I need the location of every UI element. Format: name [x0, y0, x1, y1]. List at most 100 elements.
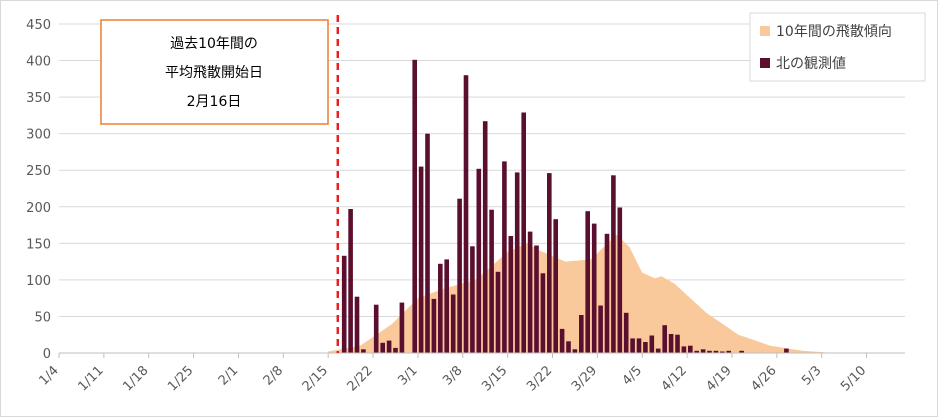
bar-2-18: [348, 209, 353, 353]
bar-3-23: [559, 328, 565, 353]
bar-3-20: [540, 273, 546, 353]
legend-swatch-trend: [760, 26, 770, 36]
legend: 10年間の飛散傾向 北の観測値: [749, 12, 926, 82]
bar-3-16: [514, 172, 520, 353]
legend-swatch-observed: [760, 58, 770, 68]
bar-2-26: [399, 302, 405, 353]
bar-2-17: [341, 255, 347, 353]
bar-4-7: [655, 348, 661, 353]
bar-3-14: [502, 161, 507, 353]
bar-3-27: [585, 211, 591, 353]
bar-3-25: [572, 349, 578, 353]
bar-4-9: [668, 334, 674, 353]
legend-border: [749, 12, 926, 82]
observed-bars-layer: [341, 59, 789, 354]
y-tick-label-450: 450: [26, 18, 51, 33]
bar-4-11: [681, 346, 687, 353]
x-tick-label-2-15: 2/15: [300, 363, 331, 394]
annotation-border: [100, 19, 329, 125]
x-tick-label-1-18: 1/18: [120, 363, 151, 394]
x-tick-label-3-29: 3/29: [569, 363, 600, 394]
legend-label-trend: 10年間の飛散傾向: [776, 24, 892, 40]
x-tick-label-1-4: 1/4: [36, 363, 61, 388]
x-tick-label-3-15: 3/15: [479, 363, 510, 394]
bar-4-4: [636, 338, 642, 353]
bar-4-12: [688, 345, 693, 353]
bar-3-26: [579, 315, 584, 353]
x-tick-label-2-22: 2/22: [345, 363, 376, 394]
bar-4-14: [700, 349, 706, 353]
bar-3-17: [521, 112, 527, 353]
bar-3-30: [604, 233, 610, 353]
bar-3-11: [482, 121, 488, 353]
bar-3-28: [591, 223, 597, 353]
bar-4-3: [630, 338, 635, 353]
bar-3-22: [553, 219, 559, 353]
bar-4-8: [662, 325, 668, 353]
bar-4-27: [784, 348, 789, 353]
annotation-line-2: 平均飛散開始日: [165, 65, 263, 81]
y-tick-label-50: 50: [34, 310, 51, 325]
bar-4-5: [643, 342, 648, 353]
x-tick-label-3-8: 3/8: [440, 363, 465, 388]
bar-3-10: [476, 168, 482, 353]
bar-2-28: [412, 59, 418, 354]
bar-3-31: [611, 175, 616, 353]
bar-4-15: [707, 350, 712, 353]
annotation-box: 過去10年間の 平均飛散開始日 2月16日: [100, 19, 329, 125]
y-tick-label-0: 0: [43, 347, 51, 362]
bar-3-8: [463, 75, 469, 353]
bar-4-17: [720, 351, 725, 353]
y-tick-label-300: 300: [26, 128, 51, 143]
bar-2-23: [380, 342, 386, 353]
bar-3-15: [508, 236, 514, 353]
bar-4-6: [649, 335, 655, 353]
x-tick-label-4-26: 4/26: [748, 363, 779, 394]
bar-3-5: [444, 259, 450, 353]
annotation-line-3: 2月16日: [187, 94, 242, 110]
bar-2-25: [393, 347, 398, 353]
bar-2-20: [361, 349, 366, 353]
x-tick-label-4-5: 4/5: [620, 363, 645, 388]
x-tick-label-3-1: 3/1: [395, 363, 420, 388]
legend-label-observed: 北の観測値: [776, 55, 846, 72]
y-tick-label-250: 250: [26, 164, 51, 179]
y-tick-label-350: 350: [26, 91, 51, 106]
bar-3-2: [425, 133, 430, 353]
x-tick-label-4-19: 4/19: [704, 363, 735, 394]
bar-4-1: [617, 207, 623, 353]
bar-3-3: [431, 298, 437, 353]
bar-3-6: [450, 294, 456, 353]
y-tick-label-200: 200: [26, 201, 51, 216]
bar-4-16: [713, 350, 719, 353]
bar-4-20: [739, 350, 744, 353]
x-tick-label-1-25: 1/25: [165, 363, 196, 394]
x-tick-label-2-1: 2/1: [216, 363, 241, 388]
bar-3-7: [457, 198, 462, 353]
bar-3-12: [489, 209, 494, 353]
bar-2-19: [354, 296, 360, 353]
y-tick-label-100: 100: [26, 274, 51, 289]
bar-2-24: [386, 340, 392, 353]
x-tick-label-4-12: 4/12: [659, 363, 690, 394]
x-tick-label-1-11: 1/11: [75, 363, 106, 394]
x-tick-label-2-8: 2/8: [261, 363, 286, 388]
x-tick-label-3-22: 3/22: [524, 363, 555, 394]
bar-3-9: [470, 246, 475, 353]
bar-2-22: [373, 304, 379, 353]
bar-3-24: [566, 341, 571, 353]
bar-4-13: [694, 350, 700, 353]
bar-3-29: [598, 305, 603, 353]
x-tick-label-5-10: 5/10: [838, 363, 869, 394]
y-tick-label-150: 150: [26, 237, 51, 252]
bar-3-21: [547, 173, 552, 353]
bar-3-13: [495, 271, 501, 353]
bar-3-4: [438, 263, 443, 353]
x-tick-label-5-3: 5/3: [799, 363, 824, 388]
bar-3-1: [418, 166, 424, 353]
bar-3-19: [534, 245, 539, 353]
bar-3-18: [527, 231, 533, 353]
bar-4-10: [675, 334, 680, 353]
